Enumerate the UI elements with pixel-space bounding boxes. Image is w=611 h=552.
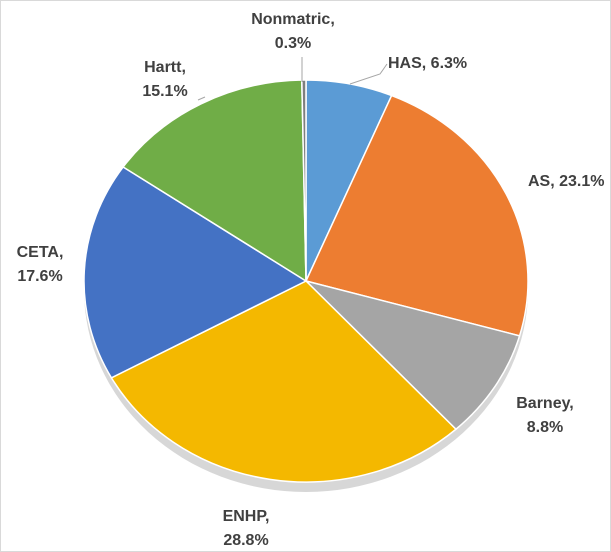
pie-slice: [110, 280, 458, 483]
data-label: ENHP, 28.8%: [223, 508, 270, 549]
data-label-line: 0.3%: [275, 35, 311, 52]
pie-slice: [122, 79, 307, 283]
leader-line: [349, 63, 388, 85]
data-label: Hartt, 15.1%: [142, 59, 187, 100]
data-label: CETA, 17.6%: [17, 244, 64, 285]
data-label: Barney, 8.8%: [516, 395, 574, 436]
data-label-line: 8.8%: [527, 419, 563, 436]
data-label-line: ENHP,: [223, 508, 270, 525]
data-label-line: Nonmatric,: [251, 11, 335, 28]
data-label-line: CETA,: [17, 244, 64, 261]
data-label: HAS, 6.3%: [388, 55, 467, 72]
pie-slice: [304, 94, 529, 337]
data-label-line: Hartt,: [144, 59, 186, 76]
data-label: AS, 23.1%: [528, 173, 604, 190]
data-label-line: Barney,: [516, 395, 574, 412]
data-label: Nonmatric, 0.3%: [251, 11, 335, 52]
pie-slice: [303, 279, 521, 431]
data-label-line: 17.6%: [17, 268, 62, 285]
data-label-line: 28.8%: [223, 532, 268, 549]
data-label-line: 15.1%: [142, 83, 187, 100]
leader-line: [197, 96, 206, 101]
pie-slice: [83, 165, 308, 379]
